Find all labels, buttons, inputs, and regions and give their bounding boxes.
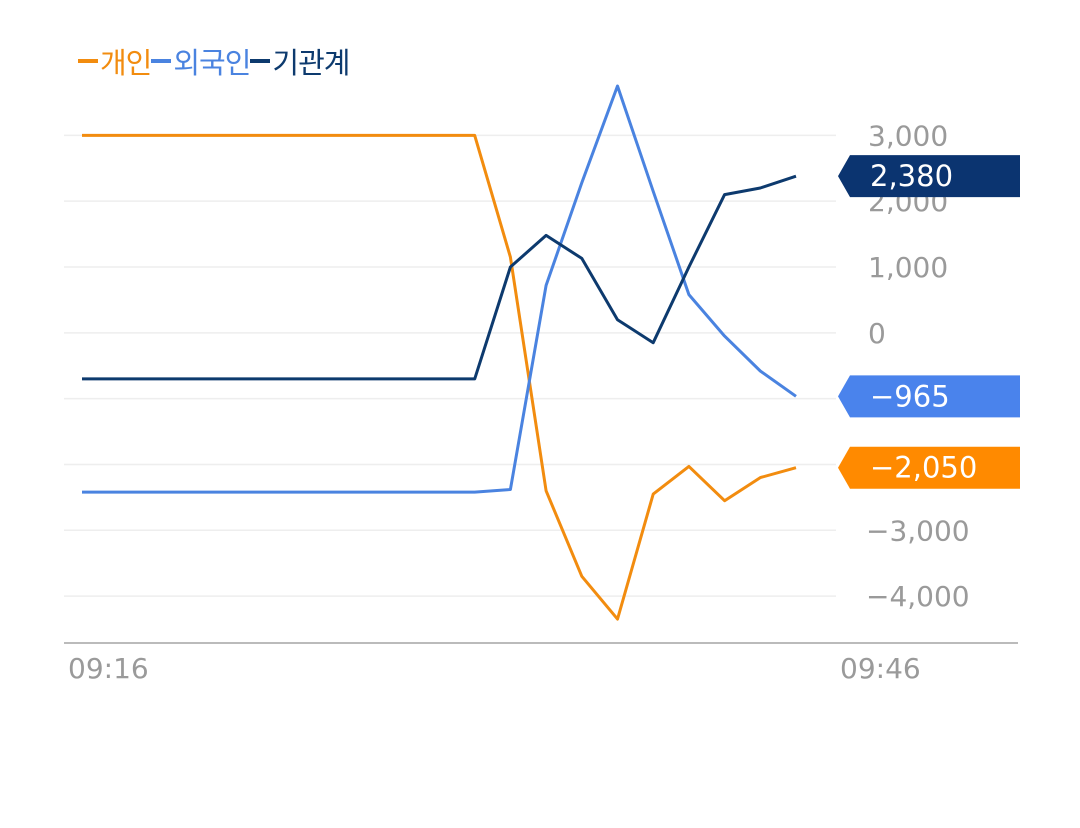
badge-shape: [838, 446, 1020, 489]
x-tick-labels: 09:16 09:46: [68, 652, 921, 685]
y-tick-label: −3,000: [866, 514, 970, 547]
badge-shape: [838, 155, 1020, 198]
legend-swatch: [250, 59, 271, 63]
x-tick-label: 09:46: [840, 652, 921, 685]
legend: 개인 외국인 기관계: [78, 40, 350, 82]
legend-swatch: [151, 59, 172, 63]
legend-label: 개인: [100, 46, 152, 80]
legend-swatch: [78, 59, 98, 63]
value-badge: −965: [838, 375, 1020, 418]
series-line: [82, 84, 797, 494]
series-line: [82, 174, 797, 381]
legend-item: 개인: [78, 40, 152, 82]
value-badge: 2,380: [838, 155, 1020, 198]
badge-shape: [838, 375, 1020, 418]
value-badge: −2,050: [838, 446, 1020, 489]
series-line: [82, 133, 797, 621]
legend-label: 기관계: [272, 46, 350, 80]
series-lines: [82, 84, 797, 621]
legend-item: 기관계: [250, 40, 350, 82]
badge-label: −2,050: [870, 451, 977, 485]
legend-label: 외국인: [173, 46, 251, 80]
legend-item: 외국인: [151, 40, 251, 82]
y-tick-label: 0: [868, 317, 886, 350]
value-badges: −2,050 −965 2,380: [838, 155, 1020, 489]
y-tick-label: 1,000: [868, 251, 948, 284]
y-tick-label: 3,000: [868, 119, 948, 152]
badge-label: 2,380: [870, 159, 953, 193]
x-tick-label: 09:16: [68, 652, 149, 685]
badge-label: −965: [870, 379, 950, 413]
y-tick-label: −4,000: [866, 580, 970, 613]
